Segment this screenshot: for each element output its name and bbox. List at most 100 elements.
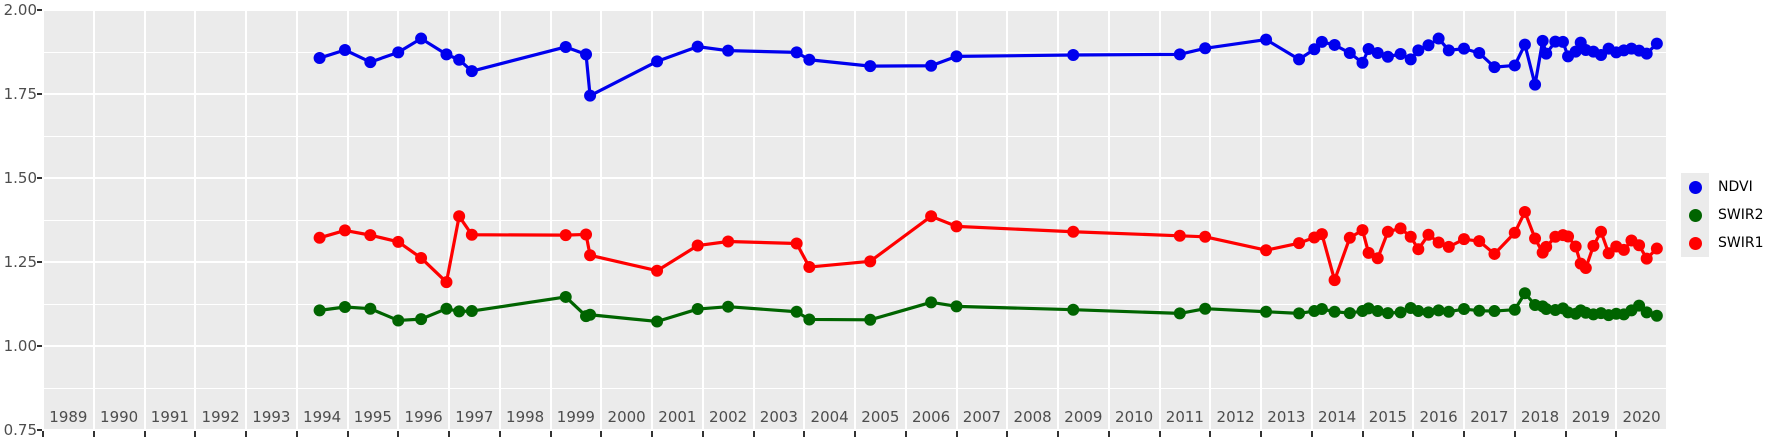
x-axis-tick-label: 1991 [150, 408, 189, 426]
x-axis-tick-label: 2013 [1267, 408, 1306, 426]
x-axis-tick-label: 2015 [1368, 408, 1407, 426]
gridline-vertical-major [1615, 10, 1618, 430]
gridline-vertical-major [955, 10, 958, 430]
gridline-vertical-major [1463, 10, 1465, 430]
data-point [1650, 309, 1663, 322]
data-point [1587, 239, 1600, 252]
x-axis-tick-mark [1615, 431, 1618, 437]
data-point [1473, 304, 1486, 317]
data-point [559, 290, 572, 303]
gridline-vertical-major [346, 10, 349, 430]
data-point [1529, 232, 1542, 245]
legend-item-swir2[interactable]: SWIR2 [1681, 201, 1764, 229]
data-point [1518, 287, 1531, 300]
data-point [1293, 237, 1306, 250]
data-point [1173, 229, 1186, 242]
legend-item-ndvi[interactable]: NDVI [1681, 173, 1764, 201]
data-point [313, 52, 326, 65]
x-axis-tick-label: 2006 [912, 408, 951, 426]
data-point [1488, 247, 1501, 260]
gridline-vertical-major [92, 10, 95, 430]
gridline-vertical-major [651, 10, 653, 430]
x-axis-tick-label: 1999 [556, 408, 595, 426]
x-axis-tick-mark [1209, 431, 1212, 437]
legend-item-label: SWIR1 [1718, 235, 1764, 251]
gridline-vertical-major [43, 10, 44, 430]
y-axis-tick-label: 2.00 [3, 1, 37, 19]
data-point [1518, 38, 1531, 51]
data-point [1488, 305, 1501, 318]
data-point [453, 305, 466, 318]
gridline-vertical-major [1260, 10, 1262, 430]
legend-item-swir1[interactable]: SWIR1 [1681, 229, 1764, 257]
data-point [453, 53, 466, 66]
data-point [1488, 61, 1501, 74]
data-point [1650, 37, 1663, 50]
data-point [1579, 306, 1592, 319]
data-point [1518, 205, 1531, 218]
data-point [364, 302, 377, 315]
data-point [1422, 39, 1435, 52]
data-point [790, 237, 803, 250]
data-point [1173, 307, 1186, 320]
data-point [1549, 230, 1562, 243]
data-point [1371, 47, 1384, 60]
data-point [1362, 246, 1375, 259]
data-point [1422, 228, 1435, 241]
gridline-vertical-major [245, 10, 247, 430]
x-axis-tick-label: 2004 [810, 408, 849, 426]
data-point [1432, 304, 1445, 317]
data-point [313, 304, 326, 317]
x-axis-tick-mark [397, 431, 400, 437]
data-point [1529, 299, 1542, 312]
gridline-vertical-major [1361, 10, 1364, 430]
gridline-vertical-major [1412, 10, 1415, 430]
x-axis-tick-mark [1463, 431, 1465, 437]
x-axis-tick-mark [1412, 431, 1415, 437]
data-point [584, 89, 597, 102]
data-point [465, 228, 478, 241]
x-axis-tick-label: 2018 [1521, 408, 1560, 426]
x-axis-tick-mark [1310, 431, 1313, 437]
data-point [1315, 303, 1328, 316]
data-point [465, 305, 478, 318]
gridline-vertical-major [701, 10, 704, 430]
data-point [1315, 228, 1328, 241]
data-point [1422, 306, 1435, 319]
data-point [1650, 242, 1663, 255]
x-axis-tick-mark [295, 431, 298, 437]
data-point [1442, 44, 1455, 57]
data-point [1536, 246, 1549, 259]
data-point [1394, 306, 1407, 319]
data-point [338, 224, 351, 237]
data-point [1432, 236, 1445, 249]
series-line [317, 291, 1659, 324]
gridline-vertical-major [752, 10, 755, 430]
data-point [1442, 240, 1455, 253]
x-axis-tick-mark [854, 431, 856, 437]
series-swir1 [313, 205, 1663, 289]
x-axis-tick-label: 1994 [303, 408, 342, 426]
data-point [1602, 247, 1615, 260]
gridline-vertical-major [1057, 10, 1059, 430]
x-axis-tick-label: 2010 [1115, 408, 1154, 426]
data-point [1343, 231, 1356, 244]
gridline-vertical-major [1666, 10, 1667, 430]
x-axis-tick-label: 1998 [506, 408, 545, 426]
y-axis-tick-mark [37, 93, 42, 95]
x-axis-tick-mark [1513, 431, 1516, 437]
data-point [1328, 38, 1341, 51]
data-point [584, 249, 597, 262]
x-axis-tick-label: 2011 [1165, 408, 1204, 426]
data-point [1625, 42, 1638, 55]
data-point [722, 235, 735, 248]
x-axis-tick-label: 2001 [658, 408, 697, 426]
gridline-vertical-major [295, 10, 298, 430]
gridline-vertical-major [397, 10, 400, 430]
gridline-vertical-major [600, 10, 603, 430]
gridline-vertical-major [1107, 10, 1110, 430]
gridline-vertical-major [1310, 10, 1313, 430]
data-point [1540, 240, 1553, 253]
data-point [1633, 299, 1646, 312]
data-point [722, 300, 735, 313]
